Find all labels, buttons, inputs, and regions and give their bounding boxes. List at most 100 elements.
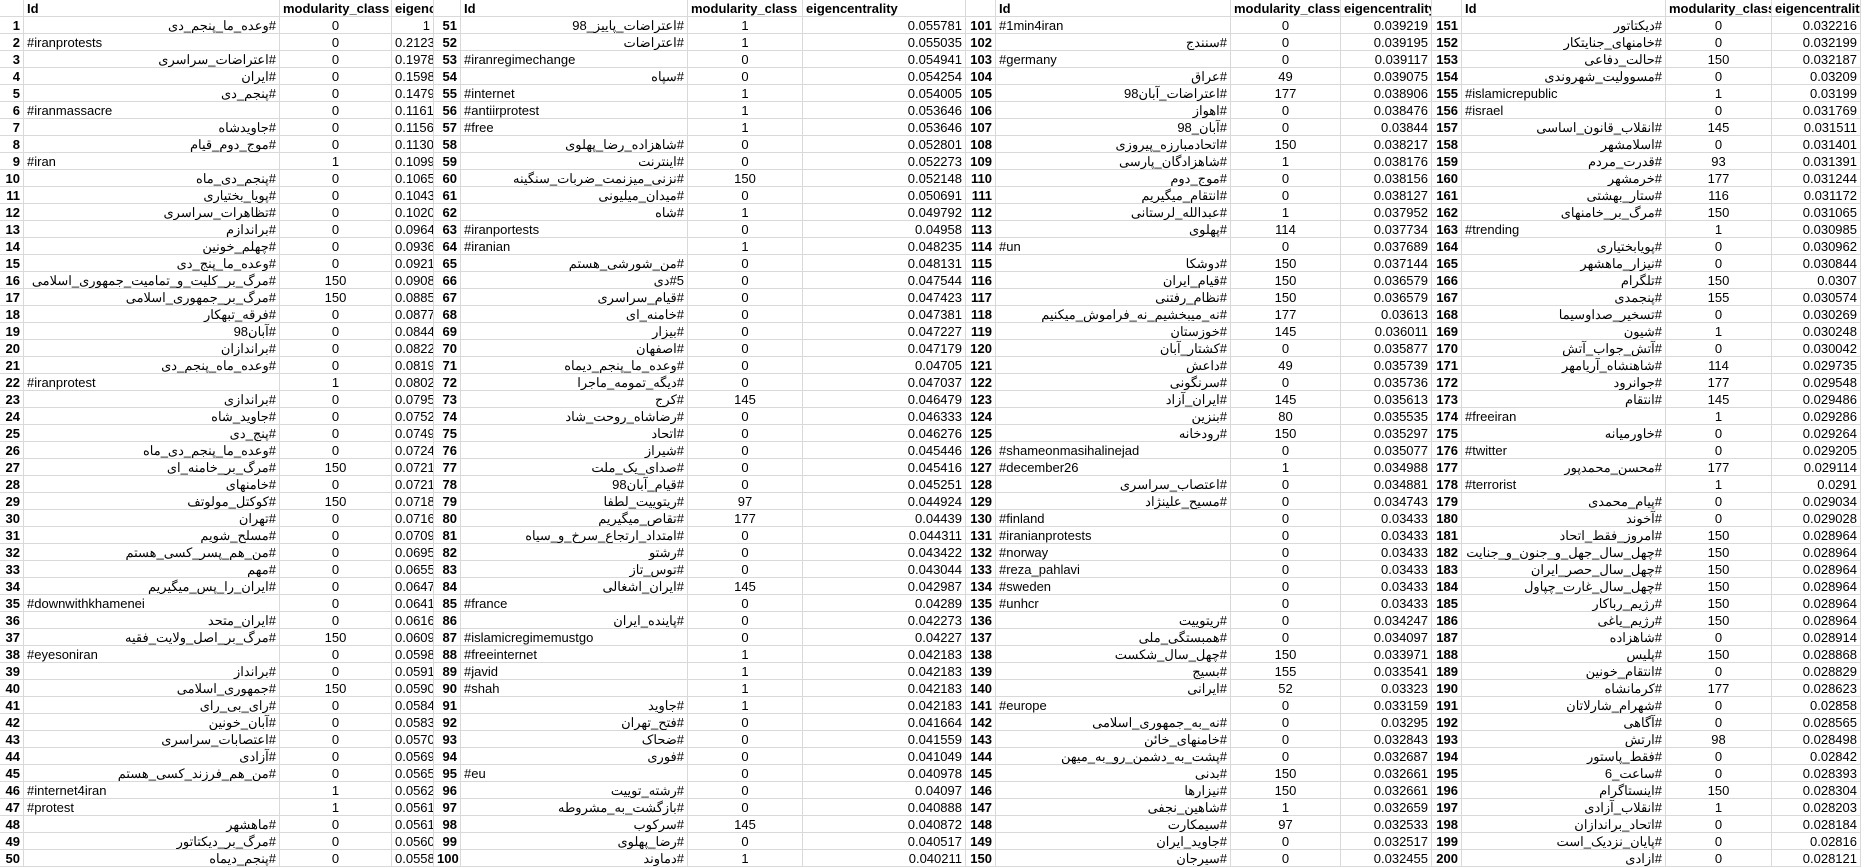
- id-cell[interactable]: #shameonmasihalinejad: [996, 442, 1231, 459]
- modularity-class-cell[interactable]: 0: [280, 510, 392, 527]
- modularity-class-cell[interactable]: 1: [688, 646, 803, 663]
- id-cell[interactable]: #توس_تاز: [461, 561, 688, 578]
- modularity-class-cell[interactable]: 0: [280, 221, 392, 238]
- eigencentrality-cell[interactable]: 0.036579: [1341, 289, 1432, 306]
- modularity-class-cell[interactable]: 150: [280, 272, 392, 289]
- modularity-class-cell[interactable]: 0: [280, 34, 392, 51]
- eigencentrality-cell[interactable]: 0.039195: [1341, 34, 1432, 51]
- modularity-class-cell[interactable]: 1: [688, 680, 803, 697]
- modularity-class-cell[interactable]: 145: [688, 391, 803, 408]
- row-number[interactable]: 137: [966, 629, 996, 646]
- eigencentrality-cell[interactable]: 0.047179: [803, 340, 966, 357]
- row-number[interactable]: 12: [0, 204, 24, 221]
- eigencentrality-cell[interactable]: 0.039219: [1341, 17, 1432, 34]
- id-cell[interactable]: #من_شورشی_هستم: [461, 255, 688, 272]
- id-cell[interactable]: #ضحاک: [461, 731, 688, 748]
- id-cell[interactable]: #سرکوب: [461, 816, 688, 833]
- eigencentrality-cell[interactable]: 0.115658: [392, 119, 434, 136]
- id-cell[interactable]: #مرگ_بر_کلیت_و_تمامیت_جمهوری_اسلامی: [24, 272, 280, 289]
- eigencentrality-cell[interactable]: 0.03295: [1341, 714, 1432, 731]
- row-number[interactable]: 101: [966, 17, 996, 34]
- eigencentrality-cell[interactable]: 0.028964: [1772, 527, 1861, 544]
- id-cell[interactable]: #وعده_ماه_پنجم_دی: [24, 357, 280, 374]
- eigencentrality-cell[interactable]: 0.042273: [803, 612, 966, 629]
- column-header-modularity-class[interactable]: modularity_class: [280, 0, 392, 17]
- eigencentrality-cell[interactable]: 0.064132: [392, 595, 434, 612]
- row-number[interactable]: 48: [0, 816, 24, 833]
- id-cell[interactable]: #اهواز: [996, 102, 1231, 119]
- eigencentrality-cell[interactable]: 0.032216: [1772, 17, 1861, 34]
- id-cell[interactable]: #پیام_محمدی: [1462, 493, 1666, 510]
- eigencentrality-cell[interactable]: 0.041664: [803, 714, 966, 731]
- eigencentrality-cell[interactable]: 0.035077: [1341, 442, 1432, 459]
- eigencentrality-cell[interactable]: 0.102095: [392, 204, 434, 221]
- modularity-class-cell[interactable]: 177: [1666, 374, 1772, 391]
- modularity-class-cell[interactable]: 0: [280, 731, 392, 748]
- eigencentrality-cell[interactable]: 0.104374: [392, 187, 434, 204]
- row-number[interactable]: 86: [434, 612, 461, 629]
- eigencentrality-cell[interactable]: 0.032661: [1341, 765, 1432, 782]
- id-cell[interactable]: #1min4iran: [996, 17, 1231, 34]
- eigencentrality-cell[interactable]: 0.069552: [392, 544, 434, 561]
- id-cell[interactable]: #چهل_سال_غارت_چپاول: [1462, 578, 1666, 595]
- row-number[interactable]: 8: [0, 136, 24, 153]
- row-number[interactable]: 180: [1432, 510, 1462, 527]
- eigencentrality-cell[interactable]: 0.037952: [1341, 204, 1432, 221]
- row-number[interactable]: 68: [434, 306, 461, 323]
- modularity-class-cell[interactable]: 1: [688, 17, 803, 34]
- eigencentrality-cell[interactable]: 0.054005: [803, 85, 966, 102]
- id-cell[interactable]: #سیمکارت: [996, 816, 1231, 833]
- id-cell[interactable]: #اعتصابات_سراسری: [24, 731, 280, 748]
- row-number[interactable]: 21: [0, 357, 24, 374]
- id-cell[interactable]: #داعش: [996, 357, 1231, 374]
- row-number[interactable]: 2: [0, 34, 24, 51]
- modularity-class-cell[interactable]: 0: [280, 85, 392, 102]
- modularity-class-cell[interactable]: 0: [1666, 102, 1772, 119]
- modularity-class-cell[interactable]: 0: [1231, 544, 1341, 561]
- row-number[interactable]: 124: [966, 408, 996, 425]
- modularity-class-cell[interactable]: 150: [1231, 272, 1341, 289]
- modularity-class-cell[interactable]: 150: [1666, 561, 1772, 578]
- modularity-class-cell[interactable]: 0: [1231, 102, 1341, 119]
- eigencentrality-cell[interactable]: 0.053646: [803, 119, 966, 136]
- id-cell[interactable]: #ارتش: [1462, 731, 1666, 748]
- id-cell[interactable]: #وعده_ما_پنج_دی: [24, 255, 280, 272]
- id-cell[interactable]: #مسلح_شویم: [24, 527, 280, 544]
- modularity-class-cell[interactable]: 0: [1231, 612, 1341, 629]
- eigencentrality-cell[interactable]: 0.032659: [1341, 799, 1432, 816]
- modularity-class-cell[interactable]: 0: [280, 816, 392, 833]
- eigencentrality-cell[interactable]: 0.052801: [803, 136, 966, 153]
- eigencentrality-cell[interactable]: 0.028304: [1772, 782, 1861, 799]
- modularity-class-cell[interactable]: 0: [1231, 238, 1341, 255]
- eigencentrality-cell[interactable]: 0.039075: [1341, 68, 1432, 85]
- row-number[interactable]: 32: [0, 544, 24, 561]
- eigencentrality-cell[interactable]: 0.042183: [803, 646, 966, 663]
- id-cell[interactable]: #حالت_دفاعی: [1462, 51, 1666, 68]
- id-cell[interactable]: #میدان_میلیونی: [461, 187, 688, 204]
- row-number[interactable]: 85: [434, 595, 461, 612]
- eigencentrality-cell[interactable]: 0.197875: [392, 51, 434, 68]
- id-cell[interactable]: #دوشکا: [996, 255, 1231, 272]
- modularity-class-cell[interactable]: 0: [1666, 34, 1772, 51]
- row-number[interactable]: 141: [966, 697, 996, 714]
- modularity-class-cell[interactable]: 177: [1666, 459, 1772, 476]
- row-number[interactable]: 34: [0, 578, 24, 595]
- eigencentrality-cell[interactable]: 0.03433: [1341, 578, 1432, 595]
- modularity-class-cell[interactable]: 97: [1231, 816, 1341, 833]
- row-number[interactable]: 119: [966, 323, 996, 340]
- row-number[interactable]: 59: [434, 153, 461, 170]
- eigencentrality-cell[interactable]: 0.035613: [1341, 391, 1432, 408]
- eigencentrality-cell[interactable]: 0.032187: [1772, 51, 1861, 68]
- eigencentrality-cell[interactable]: 1: [392, 17, 434, 34]
- modularity-class-cell[interactable]: 0: [1231, 850, 1341, 867]
- modularity-class-cell[interactable]: 0: [688, 714, 803, 731]
- column-header-id[interactable]: Id: [1462, 0, 1666, 17]
- id-cell[interactable]: #جاوید: [461, 697, 688, 714]
- modularity-class-cell[interactable]: 0: [1666, 68, 1772, 85]
- column-header-id[interactable]: Id: [24, 0, 280, 17]
- id-cell[interactable]: #iranmassacre: [24, 102, 280, 119]
- eigencentrality-cell[interactable]: 0.057052: [392, 731, 434, 748]
- row-number[interactable]: 149: [966, 833, 996, 850]
- eigencentrality-cell[interactable]: 0.04227: [803, 629, 966, 646]
